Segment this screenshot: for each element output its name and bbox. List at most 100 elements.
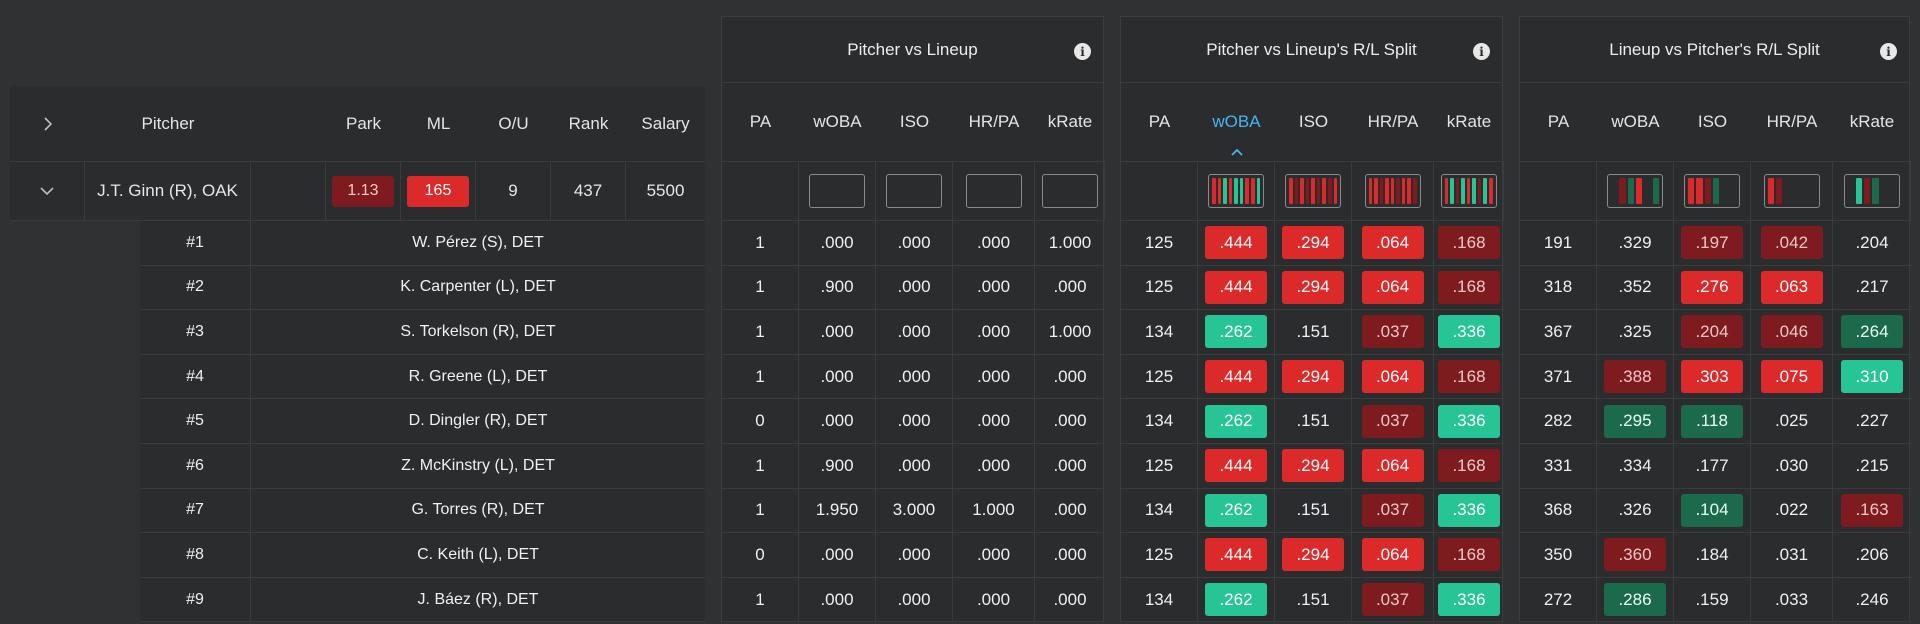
col-header-woba[interactable]: wOBA [1597,83,1674,161]
distribution-sparkline[interactable] [1208,174,1264,208]
pitcher-name[interactable]: J.T. Ginn (R), OAK [85,162,251,221]
stat-cell-woba: .295 [1597,399,1674,444]
col-header-krate[interactable]: kRate [1434,83,1504,161]
col-header-woba[interactable]: wOBA [1198,83,1275,161]
filter-input[interactable] [1041,174,1098,208]
filter-cell[interactable] [799,161,876,221]
filter-cell[interactable] [953,161,1035,221]
info-icon[interactable]: i [1074,43,1091,60]
col-header-pa[interactable]: PA [722,83,799,161]
distribution-sparkline[interactable] [1364,174,1421,208]
filter-input[interactable] [809,174,865,208]
lineup-batter-name[interactable]: G. Torres (R), DET [251,489,705,534]
stat-value: .326 [1618,500,1652,520]
col-header-rank[interactable]: Rank [568,113,609,133]
stat-value: .360 [1604,538,1666,572]
lineup-batter-name[interactable]: W. Pérez (S), DET [251,221,705,266]
filter-cell[interactable] [876,161,953,221]
stat-cell-krate: .217 [1833,266,1911,311]
filter-cell[interactable] [1751,161,1833,221]
stat-value: 3.000 [892,500,936,520]
filter-cell[interactable] [1035,161,1105,221]
col-header-ou[interactable]: O/U [498,113,529,133]
sparkline-bar [1792,178,1799,204]
stat-cell-krate: .000 [1035,266,1105,311]
stat-cell-pa: 367 [1520,310,1597,355]
col-header-woba[interactable]: wOBA [799,83,876,161]
stat-cell-hr-pa: .000 [953,221,1035,266]
stat-value: 1.000 [1048,232,1092,252]
filter-cell[interactable] [1597,161,1674,221]
distribution-sparkline[interactable] [1440,174,1497,208]
sparkline-bar [1300,178,1304,204]
stat-value: .262 [1205,404,1267,438]
stat-value: .000 [897,411,931,431]
filter-input[interactable] [965,174,1022,208]
col-header-park[interactable]: Park [346,113,381,133]
lineup-batter-name[interactable]: Z. McKinstry (L), DET [251,444,705,489]
stat-value: .000 [976,366,1011,386]
stat-value: .000 [820,544,854,564]
stat-value: .031 [1774,544,1809,564]
sparkline-bar [1809,178,1816,204]
filter-cell[interactable] [1275,161,1352,221]
col-header-pitcher[interactable]: Pitcher [141,113,195,133]
lineup-batter-name[interactable]: S. Torkelson (R), DET [251,310,705,355]
col-header-salary[interactable]: Salary [641,113,690,133]
distribution-sparkline[interactable] [1285,174,1341,208]
info-icon[interactable]: i [1880,43,1897,60]
col-header-hr-pa[interactable]: HR/PA [1751,83,1833,161]
lineup-order: #6 [140,443,251,489]
filter-cell[interactable] [1198,161,1275,221]
stat-value: .294 [1282,270,1344,304]
stat-cell-woba: .262 [1198,488,1275,534]
stat-value: .000 [976,277,1011,297]
stat-cell-hr-pa: .031 [1751,533,1833,578]
stat-cell-krate: .227 [1833,399,1911,444]
col-header-pa[interactable]: PA [1121,83,1198,161]
col-header-krate[interactable]: kRate [1833,83,1911,161]
filter-cell[interactable] [1434,161,1504,221]
col-header-iso[interactable]: ISO [1275,83,1352,161]
stat-cell-hr-pa: .033 [1751,577,1833,623]
pitcher-table-header: Pitcher Park ML O/U Rank Salary [10,86,705,161]
sparkline-bar [1635,178,1643,204]
stat-value: .037 [1361,315,1424,349]
row-collapse-toggle[interactable] [10,162,85,221]
distribution-sparkline[interactable] [1607,174,1663,208]
distribution-sparkline[interactable] [1684,174,1740,208]
stat-cell-pa: 0 [722,399,799,444]
stat-value: .444 [1205,226,1267,260]
stat-cell-hr-pa: .064 [1352,533,1434,578]
lineup-batter-name[interactable]: D. Dingler (R), DET [251,399,705,444]
distribution-sparkline[interactable] [1843,174,1900,208]
col-header-pa[interactable]: PA [1520,83,1597,161]
expand-all-toggle[interactable] [10,86,85,161]
col-header-iso[interactable]: ISO [1674,83,1751,161]
col-header-iso[interactable]: ISO [876,83,953,161]
stat-value: .294 [1282,226,1344,260]
filter-cell[interactable] [1674,161,1751,221]
stat-cell-woba: .360 [1597,533,1674,578]
col-header-hr-pa[interactable]: HR/PA [953,83,1035,161]
lineup-batter-name[interactable]: R. Greene (L), DET [251,355,705,400]
filter-cell[interactable] [1352,161,1434,221]
pitcher-row[interactable]: J.T. Ginn (R), OAK 1.13 165 9 437 5500 [10,161,705,221]
stat-cell-woba: .000 [799,310,876,355]
filter-input[interactable] [886,174,942,208]
lineup-order: #7 [140,488,251,534]
stat-value: .063 [1760,270,1823,304]
col-header-hr-pa[interactable]: HR/PA [1352,83,1434,161]
stat-cell-woba: .000 [799,577,876,623]
info-icon[interactable]: i [1473,43,1490,60]
distribution-sparkline[interactable] [1763,174,1820,208]
lineup-batter-name[interactable]: C. Keith (L), DET [251,533,705,578]
col-header-label: HR/PA [1766,112,1818,131]
stat-value: .900 [820,277,854,297]
col-header-ml[interactable]: ML [426,113,451,133]
col-header-krate[interactable]: kRate [1035,83,1105,161]
filter-cell[interactable] [1833,161,1911,221]
lineup-batter-name[interactable]: K. Carpenter (L), DET [251,266,705,311]
stat-cell-iso: .276 [1674,265,1751,311]
lineup-batter-name[interactable]: J. Báez (R), DET [251,578,705,623]
